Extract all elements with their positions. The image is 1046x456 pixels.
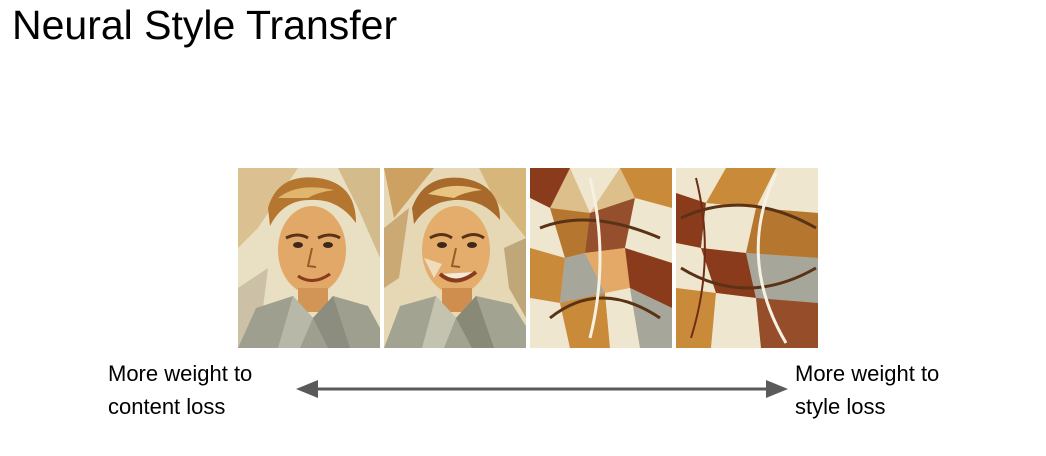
stylized-portrait-2 [384, 168, 526, 348]
stylized-portrait-3 [530, 168, 672, 348]
style-loss-label: More weight to style loss [795, 357, 939, 423]
style-transfer-image-strip [238, 168, 820, 348]
stylized-portrait-4 [676, 168, 818, 348]
content-loss-label-line2: content loss [108, 394, 226, 419]
style-loss-label-line2: style loss [795, 394, 886, 419]
stylized-portrait-1 [238, 168, 380, 348]
slide-title: Neural Style Transfer [12, 2, 398, 48]
style-loss-label-line1: More weight to [795, 361, 940, 386]
content-loss-label: More weight to content loss [108, 357, 252, 423]
double-headed-arrow-icon [296, 380, 788, 398]
content-loss-label-line1: More weight to [108, 361, 253, 386]
